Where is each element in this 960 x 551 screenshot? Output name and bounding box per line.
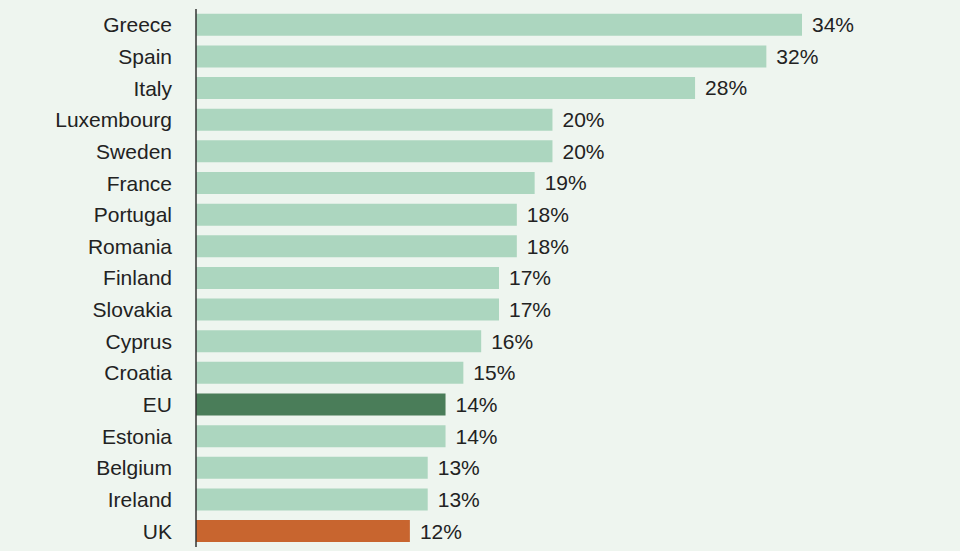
- svg-text:12%: 12%: [420, 520, 462, 543]
- svg-text:France: France: [107, 172, 172, 195]
- svg-text:14%: 14%: [456, 393, 498, 416]
- svg-text:20%: 20%: [562, 140, 604, 163]
- svg-text:Italy: Italy: [133, 77, 172, 100]
- svg-text:18%: 18%: [527, 203, 569, 226]
- svg-text:Ireland: Ireland: [108, 488, 172, 511]
- svg-text:Luxembourg: Luxembourg: [55, 108, 172, 131]
- svg-text:17%: 17%: [509, 266, 551, 289]
- svg-text:Estonia: Estonia: [102, 425, 172, 448]
- svg-text:Portugal: Portugal: [94, 203, 172, 226]
- svg-text:Sweden: Sweden: [96, 140, 172, 163]
- svg-text:13%: 13%: [438, 456, 480, 479]
- svg-text:14%: 14%: [456, 425, 498, 448]
- svg-text:15%: 15%: [473, 361, 515, 384]
- svg-text:19%: 19%: [545, 171, 587, 194]
- svg-text:18%: 18%: [527, 235, 569, 258]
- svg-text:Cyprus: Cyprus: [105, 330, 172, 353]
- svg-text:UK: UK: [143, 520, 172, 543]
- svg-text:16%: 16%: [491, 330, 533, 353]
- svg-text:Croatia: Croatia: [104, 361, 172, 384]
- svg-text:Finland: Finland: [103, 266, 172, 289]
- svg-text:Spain: Spain: [118, 45, 172, 68]
- svg-text:32%: 32%: [776, 45, 818, 68]
- svg-text:17%: 17%: [509, 298, 551, 321]
- svg-text:Greece: Greece: [103, 13, 172, 36]
- svg-text:13%: 13%: [438, 488, 480, 511]
- svg-text:28%: 28%: [705, 76, 747, 99]
- svg-text:34%: 34%: [812, 13, 854, 36]
- svg-text:EU: EU: [143, 393, 172, 416]
- svg-text:Romania: Romania: [88, 235, 172, 258]
- svg-text:Slovakia: Slovakia: [93, 298, 173, 321]
- svg-text:20%: 20%: [562, 108, 604, 131]
- svg-text:Belgium: Belgium: [96, 456, 172, 479]
